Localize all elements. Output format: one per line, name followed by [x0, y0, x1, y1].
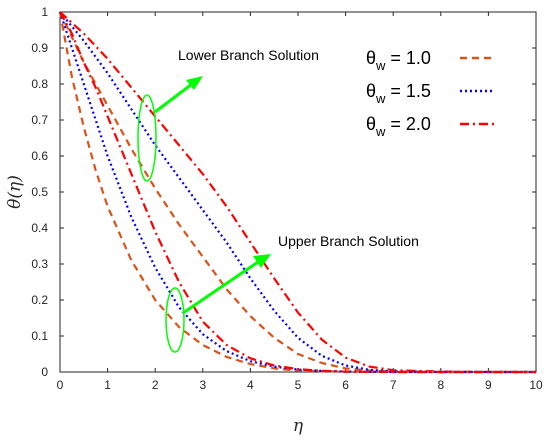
upper-branch-arrow [182, 260, 259, 315]
legend-label: θw = 1.5 [366, 81, 431, 106]
series-line-lower-0 [59, 11, 536, 374]
y-tick-label: 0.8 [31, 77, 48, 91]
y-axis-label: θ(η) [5, 175, 25, 209]
x-tick-label: 10 [529, 378, 543, 392]
x-tick-label: 0 [57, 378, 64, 392]
upper-branch-ellipse [165, 287, 185, 353]
x-tick-label: 2 [152, 378, 159, 392]
annotations: Lower Branch Solution Upper Branch Soluti… [137, 47, 419, 353]
x-tick-label: 4 [247, 378, 254, 392]
upper-branch-arrowhead [253, 254, 271, 268]
legend: θw = 1.0 θw = 1.5 θw = 2.0 [366, 48, 495, 139]
y-tick-label: 0.7 [31, 113, 48, 127]
y-tick-label: 0.6 [31, 149, 48, 163]
series-line-upper-5 [59, 11, 536, 374]
plot-area [59, 11, 537, 373]
series-line-upper-3 [58, 11, 536, 374]
series-line-lower-2 [59, 11, 536, 374]
x-tick-label: 1 [104, 378, 111, 392]
y-tick-label: 0 [41, 365, 48, 379]
axis-ticks: 0 1 2 3 4 5 6 7 8 9 10 0 0.1 0.2 0.3 0.4 0.5 0.6 0.7 0.8 0.9… [31, 5, 543, 392]
y-tick-label: 0.1 [31, 329, 48, 343]
x-tick-label: 7 [390, 378, 397, 392]
lower-branch-ellipse [137, 94, 157, 182]
y-tick-label: 0.3 [31, 257, 48, 271]
y-tick-label: 0.5 [31, 185, 48, 199]
lower-branch-arrow [154, 82, 193, 114]
y-tick-label: 1 [41, 5, 48, 19]
legend-label: θw = 1.0 [366, 48, 431, 73]
y-tick-label: 0.9 [31, 41, 48, 55]
x-tick-label: 6 [342, 378, 349, 392]
x-tick-label: 3 [199, 378, 206, 392]
upper-branch-label: Upper Branch Solution [278, 233, 419, 249]
x-tick-label: 9 [485, 378, 492, 392]
lower-branch-label: Lower Branch Solution [178, 47, 319, 63]
legend-label: θw = 2.0 [366, 114, 431, 139]
x-tick-label: 5 [295, 378, 302, 392]
y-tick-label: 0.2 [31, 293, 48, 307]
lower-branch-arrowhead [186, 76, 203, 90]
y-tick-label: 0.4 [31, 221, 48, 235]
series-lines [58, 11, 536, 374]
x-axis-label: η [293, 416, 304, 436]
x-tick-label: 8 [437, 378, 444, 392]
